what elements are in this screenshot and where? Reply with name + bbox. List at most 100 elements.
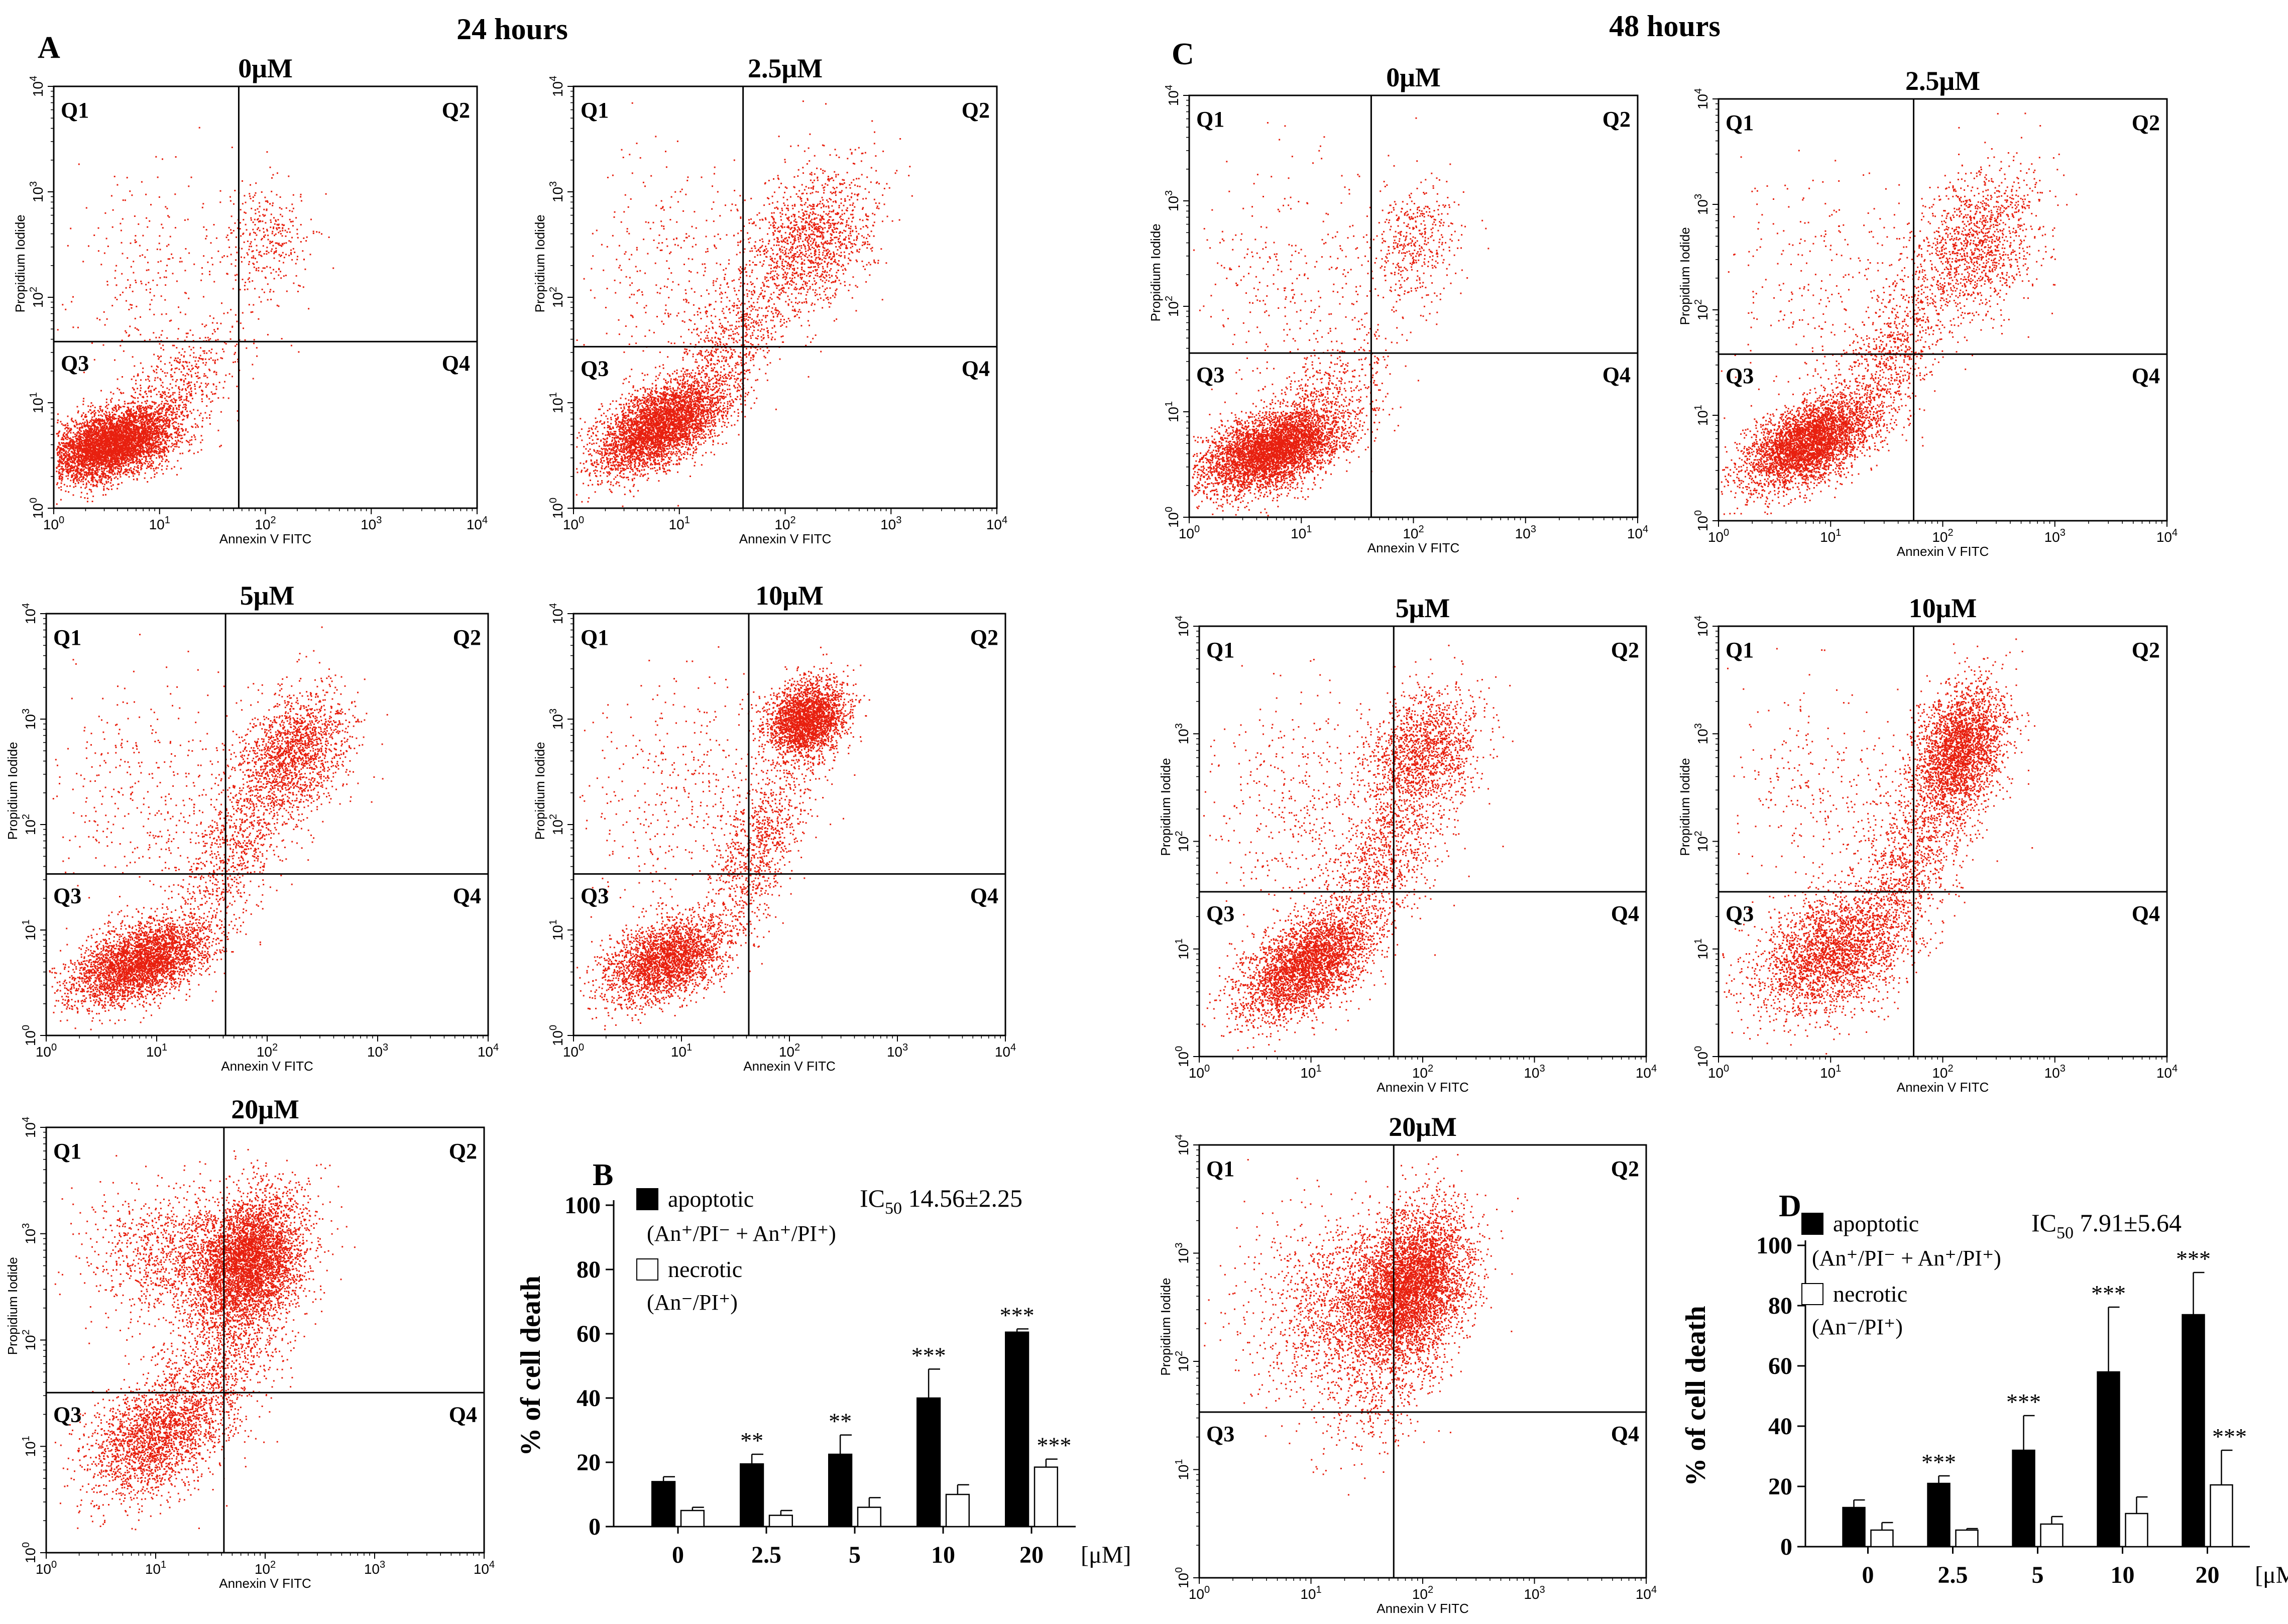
quadrant-label-q2: Q2 (453, 625, 481, 650)
scatter-dots (54, 1149, 356, 1531)
bar-x-tick-label: 5 (849, 1542, 861, 1568)
bar-apoptotic-4 (2182, 1314, 2205, 1548)
ic50-subscript: 50 (2056, 1224, 2074, 1242)
scatter-points (49, 626, 388, 1030)
flow-plot-frame (1718, 625, 2168, 1058)
bar-necrotic-4 (2210, 1484, 2233, 1548)
bar-y-tick-label: 40 (1768, 1413, 1792, 1440)
y-axis-label: Propidium Iodide (1158, 758, 1173, 856)
bar-necrotic-4 (1034, 1466, 1059, 1528)
bar-panel-letter: B (593, 1158, 613, 1192)
significance-marker: ** (740, 1428, 763, 1453)
y-tick-label: 104 (548, 76, 565, 97)
bar-y-tick-label: 20 (1768, 1473, 1792, 1500)
bar-apoptotic-1 (1927, 1482, 1951, 1548)
quadrant-label-q1: Q1 (61, 98, 89, 123)
flow-plot-frame (1198, 1144, 1647, 1579)
panel-c-time-title: 48 hours (1609, 10, 1721, 43)
quadrant-label-q1: Q1 (1206, 638, 1234, 662)
quadrant-label-q2: Q2 (1611, 1156, 1639, 1181)
x-tick-label: 102 (1412, 1584, 1433, 1602)
legend-formula-necrotic: (An⁻/PI⁺) (647, 1290, 738, 1315)
scatter-points (54, 1149, 356, 1531)
quadrant-label-q1: Q1 (581, 625, 609, 650)
bar-x-tick-label: 0 (1862, 1562, 1874, 1588)
bar-y-tick-label: 40 (577, 1385, 601, 1412)
x-axis-label: Annexin V FITC (219, 531, 312, 546)
y-tick-label: 100 (548, 1025, 565, 1046)
quadrant-label-q3: Q3 (61, 351, 89, 376)
significance-marker: *** (2212, 1424, 2247, 1449)
bar-necrotic-1 (768, 1515, 793, 1528)
panel-a-time-title: 24 hours (456, 13, 568, 46)
bar-apoptotic-3 (916, 1397, 941, 1528)
quadrant-label-q3: Q3 (1206, 1422, 1234, 1446)
quadrant-label-q3: Q3 (1726, 364, 1754, 388)
legend-swatch-necrotic (1801, 1283, 1823, 1305)
significance-marker: *** (2006, 1389, 2041, 1415)
quadrant-label-q1: Q1 (53, 625, 81, 650)
bar-apoptotic-3 (2097, 1371, 2120, 1548)
x-tick-label: 100 (1708, 1063, 1729, 1081)
scatter-dots (577, 646, 870, 1030)
quadrant-label-q3: Q3 (581, 883, 609, 908)
scatter-points (1722, 638, 2035, 1055)
y-axis-label: Propidium Iodide (1148, 223, 1163, 321)
y-tick-label: 102 (1174, 831, 1191, 852)
y-axis-label: Propidium Iodide (532, 214, 547, 312)
significance-marker: *** (2176, 1246, 2211, 1271)
scatter-dots (1204, 1154, 1519, 1496)
quadrant-label-q4: Q4 (970, 883, 998, 908)
quadrant-label-q4: Q4 (442, 351, 470, 376)
legend-swatch-necrotic (636, 1258, 658, 1281)
x-axis-label: Annexin V FITC (743, 1059, 836, 1074)
quadrant-label-q2: Q2 (970, 625, 998, 650)
y-tick-label: 102 (1174, 1351, 1191, 1372)
bar-x-tick-label: 5 (2032, 1562, 2044, 1588)
legend-formula-apoptotic: (An⁺/PI⁻ + An⁺/PI⁺) (647, 1221, 836, 1246)
y-tick-label: 101 (1693, 405, 1710, 426)
quadrant-label-q4: Q4 (453, 883, 481, 908)
bar-apoptotic-4 (1004, 1331, 1029, 1528)
quadrant-label-q4: Q4 (1611, 1422, 1639, 1446)
bar-x-tick-label: 0 (672, 1542, 684, 1568)
quadrant-label-q2: Q2 (2132, 110, 2160, 135)
x-axis-label: Annexin V FITC (221, 1059, 313, 1074)
flow-plot-title: 0μM (1386, 62, 1441, 92)
x-axis-label: Annexin V FITC (1367, 540, 1460, 555)
scatter-dots (56, 127, 334, 505)
y-axis-label: Propidium Iodide (1677, 758, 1692, 856)
significance-marker: *** (2091, 1281, 2126, 1306)
quadrant-label-q3: Q3 (581, 356, 609, 381)
panel-letter-c: C (1172, 37, 1194, 71)
flow-plot-title: 20μM (231, 1094, 299, 1124)
bar-y-tick-label: 0 (1780, 1534, 1792, 1560)
legend-formula-apoptotic: (An⁺/PI⁻ + An⁺/PI⁺) (1812, 1246, 2001, 1270)
y-axis-label: Propidium Iodide (1677, 227, 1692, 325)
scatter-points (1202, 644, 1514, 1052)
x-tick-label: 103 (880, 515, 901, 532)
y-axis-label: Propidium Iodide (13, 214, 28, 312)
bar-x-unit: [μM] (2255, 1562, 2288, 1588)
flow-plot-title: 10μM (1909, 593, 1977, 623)
x-tick-label: 103 (367, 1042, 388, 1060)
x-axis-label: Annexin V FITC (1377, 1601, 1469, 1616)
bar-apoptotic-2 (2012, 1449, 2035, 1548)
flow-plot-title: 10μM (755, 581, 824, 611)
x-axis-label: Annexin V FITC (739, 531, 832, 546)
x-axis-label: Annexin V FITC (1377, 1080, 1469, 1095)
quadrant-label-q4: Q4 (449, 1402, 477, 1427)
y-axis-label: Propidium Iodide (5, 742, 20, 840)
scatter-dots (49, 626, 388, 1030)
significance-marker: *** (1037, 1433, 1071, 1458)
legend-label-apoptotic: apoptotic (1833, 1211, 1919, 1236)
scatter-dots (1202, 644, 1514, 1052)
x-tick-label: 102 (779, 1042, 800, 1060)
significance-marker: *** (911, 1342, 946, 1368)
